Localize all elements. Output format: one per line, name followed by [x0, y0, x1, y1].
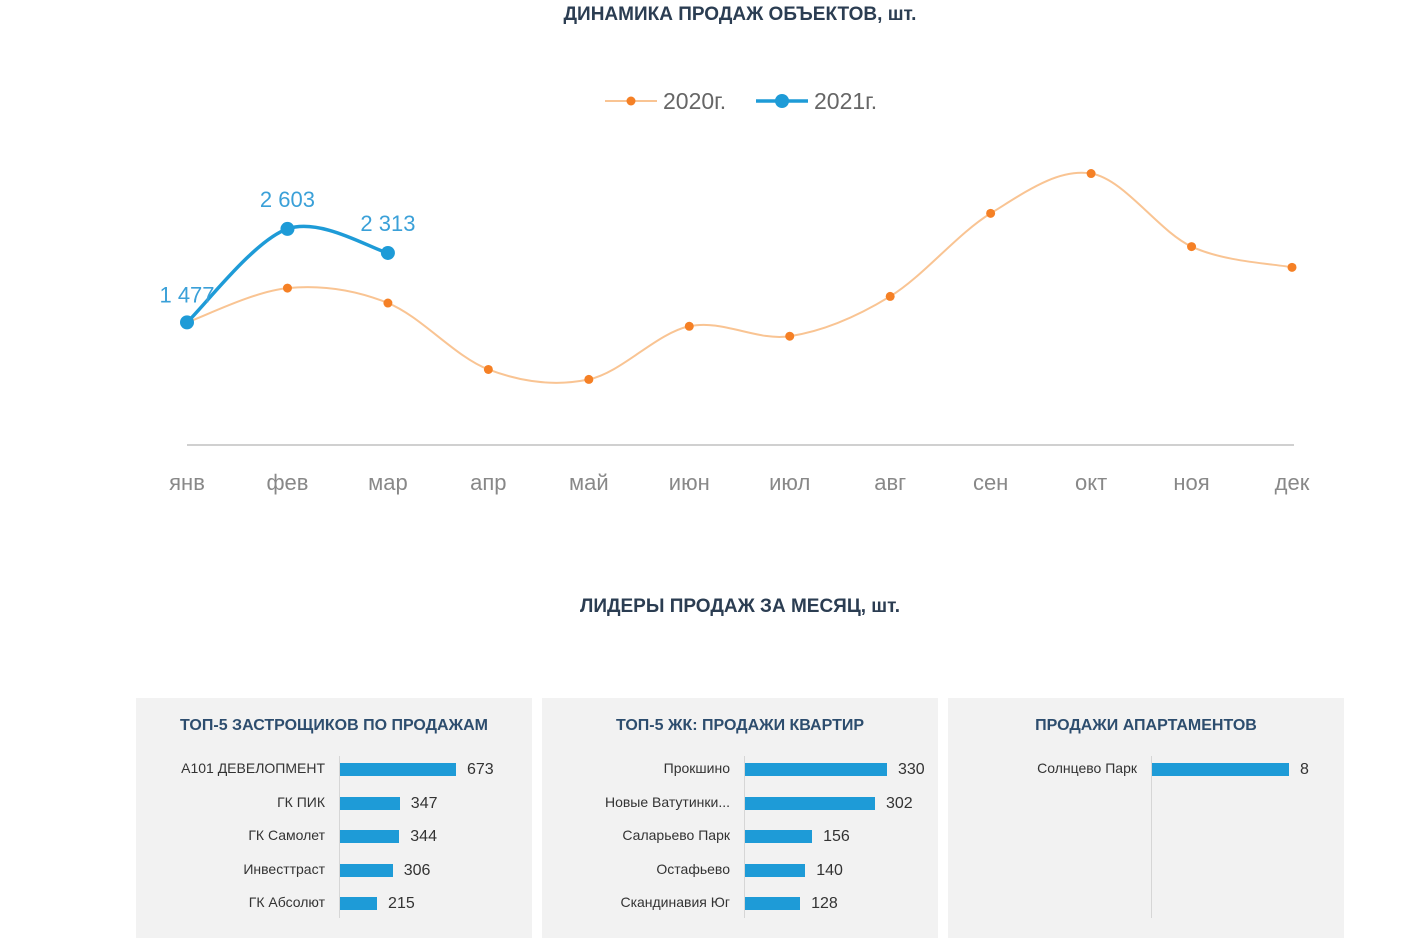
bar-row: А101 ДЕВЕЛОПМЕНТ 673 [136, 760, 532, 778]
bar-row: Скандинавия Юг 128 [542, 894, 938, 912]
bar-value: 128 [811, 895, 838, 912]
leaders-section-title: ЛИДЕРЫ ПРОДАЖ ЗА МЕСЯЦ, шт. [579, 596, 901, 617]
bar-row: Новые Ватутинки... 302 [542, 793, 938, 812]
x-tick-label: янв [169, 470, 205, 495]
bar-label: Скандинавия Юг [620, 894, 730, 910]
data-point [785, 331, 795, 341]
leader-panel: ПРОДАЖИ АПАРТАМЕНТОВ Солнцево Парк 8 [948, 698, 1344, 938]
bar-value: 347 [410, 794, 438, 812]
bar [1152, 763, 1289, 776]
bar [745, 763, 887, 776]
data-point [380, 245, 395, 260]
legend-marker [626, 96, 636, 106]
bar-row: Инвесттраст 306 [136, 860, 532, 879]
data-label: 1 477 [159, 282, 214, 307]
x-tick-label: мар [368, 470, 408, 495]
x-tick-label: май [569, 470, 609, 495]
data-point [1287, 262, 1297, 272]
bar-value: 215 [388, 895, 415, 912]
data-point [1086, 169, 1096, 179]
x-tick-label: июл [769, 470, 810, 495]
bar-label: Саларьево Парк [622, 827, 730, 843]
series-line-2020г. [186, 171, 1293, 384]
bar [340, 897, 378, 910]
bar-axis [339, 756, 340, 918]
bar-axis [1151, 756, 1152, 918]
data-point [584, 374, 594, 384]
legend-label: 2021г. [814, 88, 877, 114]
data-point [483, 364, 493, 374]
x-tick-label: фев [266, 470, 308, 495]
bar-value: 344 [410, 828, 437, 845]
x-tick-label: апр [470, 470, 506, 495]
data-point [986, 208, 996, 218]
bar [340, 863, 393, 877]
bar-value: 8 [1300, 761, 1309, 778]
panel-title: ТОП-5 ЗАСТРОЩИКОВ ПО ПРОДАЖАМ [180, 717, 488, 734]
bar-label: Инвесттраст [243, 860, 325, 877]
series-line-2021г. [185, 224, 389, 324]
data-point [885, 291, 895, 301]
panel-title: ТОП-5 ЖК: ПРОДАЖИ КВАРТИР [615, 717, 865, 734]
data-point [1187, 242, 1197, 252]
data-point [684, 321, 694, 331]
bar-row: Прокшино 330 [542, 760, 938, 778]
bar-value: 302 [885, 794, 913, 812]
bar-value: 140 [816, 861, 843, 879]
data-point [383, 298, 393, 308]
bar-row: ГК Абсолют 215 [136, 894, 532, 912]
bar-value: 330 [898, 761, 925, 778]
x-tick-label: сен [973, 470, 1008, 495]
bar-label: А101 ДЕВЕЛОПМЕНТ [181, 760, 325, 776]
bar-label: ГК Самолет [248, 827, 325, 843]
bar-value: 673 [467, 761, 494, 778]
bar [340, 830, 400, 843]
data-label: 2 603 [260, 187, 315, 212]
leader-panel: ТОП-5 ЗАСТРОЩИКОВ ПО ПРОДАЖАМ А101 ДЕВЕЛО… [136, 698, 532, 938]
x-tick-label: дек [1275, 470, 1310, 495]
bar [340, 796, 400, 810]
bar-row: Солнцево Парк 8 [948, 760, 1344, 778]
x-tick-label: окт [1075, 470, 1107, 495]
bar [745, 830, 813, 843]
bar [340, 763, 456, 776]
bar-label: Солнцево Парк [1037, 760, 1137, 776]
line-chart-title: ДИНАМИКА ПРОДАЖ ОБЪЕКТОВ, шт. [563, 4, 917, 25]
sales-line-chart: янв фев мар апр май июн июл авг сен окт ноя дек 1 47… [159, 88, 1310, 495]
bar-row: ГК Самолет 344 [136, 827, 532, 845]
legend-label: 2020г. [663, 88, 726, 114]
bar-label: ГК ПИК [277, 793, 325, 810]
bar-label: ГК Абсолют [248, 894, 325, 910]
data-point [280, 221, 295, 236]
legend-marker [775, 94, 789, 108]
x-tick-label: июн [669, 470, 710, 495]
bar [745, 863, 806, 877]
bar-label: Прокшино [663, 760, 730, 776]
bar-value: 156 [823, 828, 850, 845]
bar [745, 796, 875, 810]
bar-row: Остафьево 140 [542, 860, 938, 879]
bar-axis [744, 756, 745, 918]
x-tick-label: ноя [1173, 470, 1209, 495]
data-point [282, 283, 292, 293]
data-point [180, 315, 194, 330]
panel-title: ПРОДАЖИ АПАРТАМЕНТОВ [1035, 717, 1257, 734]
data-label: 2 313 [360, 211, 415, 236]
bar [745, 897, 801, 910]
x-tick-label: авг [874, 470, 906, 495]
bar-label: Остафьево [656, 860, 730, 877]
bar-row: ГК ПИК 347 [136, 793, 532, 812]
bar-row: Саларьево Парк 156 [542, 827, 938, 845]
leader-panel: ТОП-5 ЖК: ПРОДАЖИ КВАРТИР Прокшино 330 Новы… [542, 698, 938, 938]
bar-label: Новые Ватутинки... [604, 793, 730, 810]
bar-value: 306 [403, 861, 431, 879]
